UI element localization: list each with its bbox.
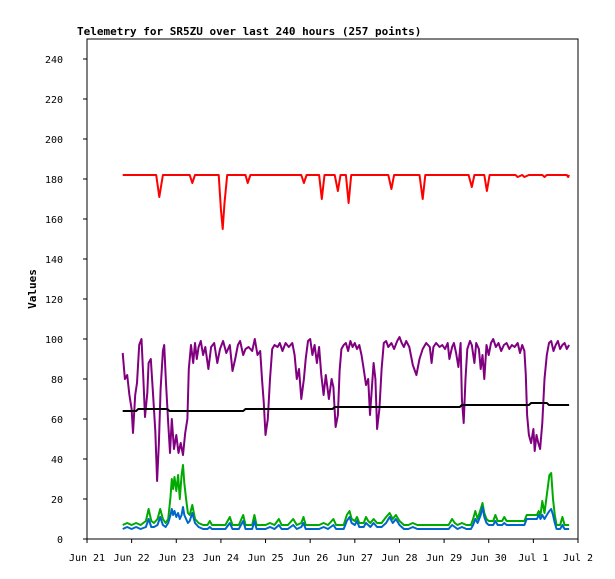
y-axis-label: Values <box>26 269 39 309</box>
x-tick-label: Jun 28 <box>381 553 417 564</box>
y-tick-label: 20 <box>51 495 63 506</box>
y-tick-label: 200 <box>45 135 63 146</box>
y-tick-label: 40 <box>51 455 63 466</box>
y-tick-label: 240 <box>45 55 63 66</box>
y-tick-label: 100 <box>45 335 63 346</box>
y-axis: 0 20 40 60 80 100 120 140 160 180 200 220 240 <box>45 55 87 546</box>
y-tick-label: 120 <box>45 295 63 306</box>
x-tick-label: Jul 2 <box>563 553 593 564</box>
x-tick-label: Jun 23 <box>158 553 194 564</box>
y-tick-label: 180 <box>45 175 63 186</box>
series-line-2 <box>121 336 570 482</box>
y-tick-label: 60 <box>51 415 63 426</box>
x-tick-label: Jun 24 <box>203 553 239 564</box>
plot-frame <box>86 38 579 540</box>
series-line-5 <box>122 506 570 530</box>
x-tick-label: Jul 1 <box>518 553 548 564</box>
y-tick-label: 220 <box>45 95 63 106</box>
series-line-4 <box>122 464 570 526</box>
series-line-3 <box>122 402 570 412</box>
x-axis: Jun 21 Jun 22 Jun 23 Jun 24 Jun 25 Jun 26 Jun … <box>69 539 593 564</box>
y-tick-label: 140 <box>45 255 63 266</box>
x-tick-label: Jun 22 <box>114 553 150 564</box>
x-tick-label: Jun 29 <box>426 553 462 564</box>
x-tick-label: Jun 27 <box>337 553 373 564</box>
y-tick-label: 160 <box>45 215 63 226</box>
x-tick-label: Jun 26 <box>292 553 328 564</box>
chart-title: Telemetry for SR5ZU over last 240 hours … <box>77 25 421 38</box>
series-line-1 <box>122 174 571 230</box>
y-tick-label: 0 <box>57 535 63 546</box>
x-tick-label: Jun 25 <box>247 553 283 564</box>
y-tick-label: 80 <box>51 375 63 386</box>
series-group <box>121 174 571 530</box>
x-tick-label: Jun 30 <box>471 553 507 564</box>
x-tick-label: Jun 21 <box>69 553 105 564</box>
